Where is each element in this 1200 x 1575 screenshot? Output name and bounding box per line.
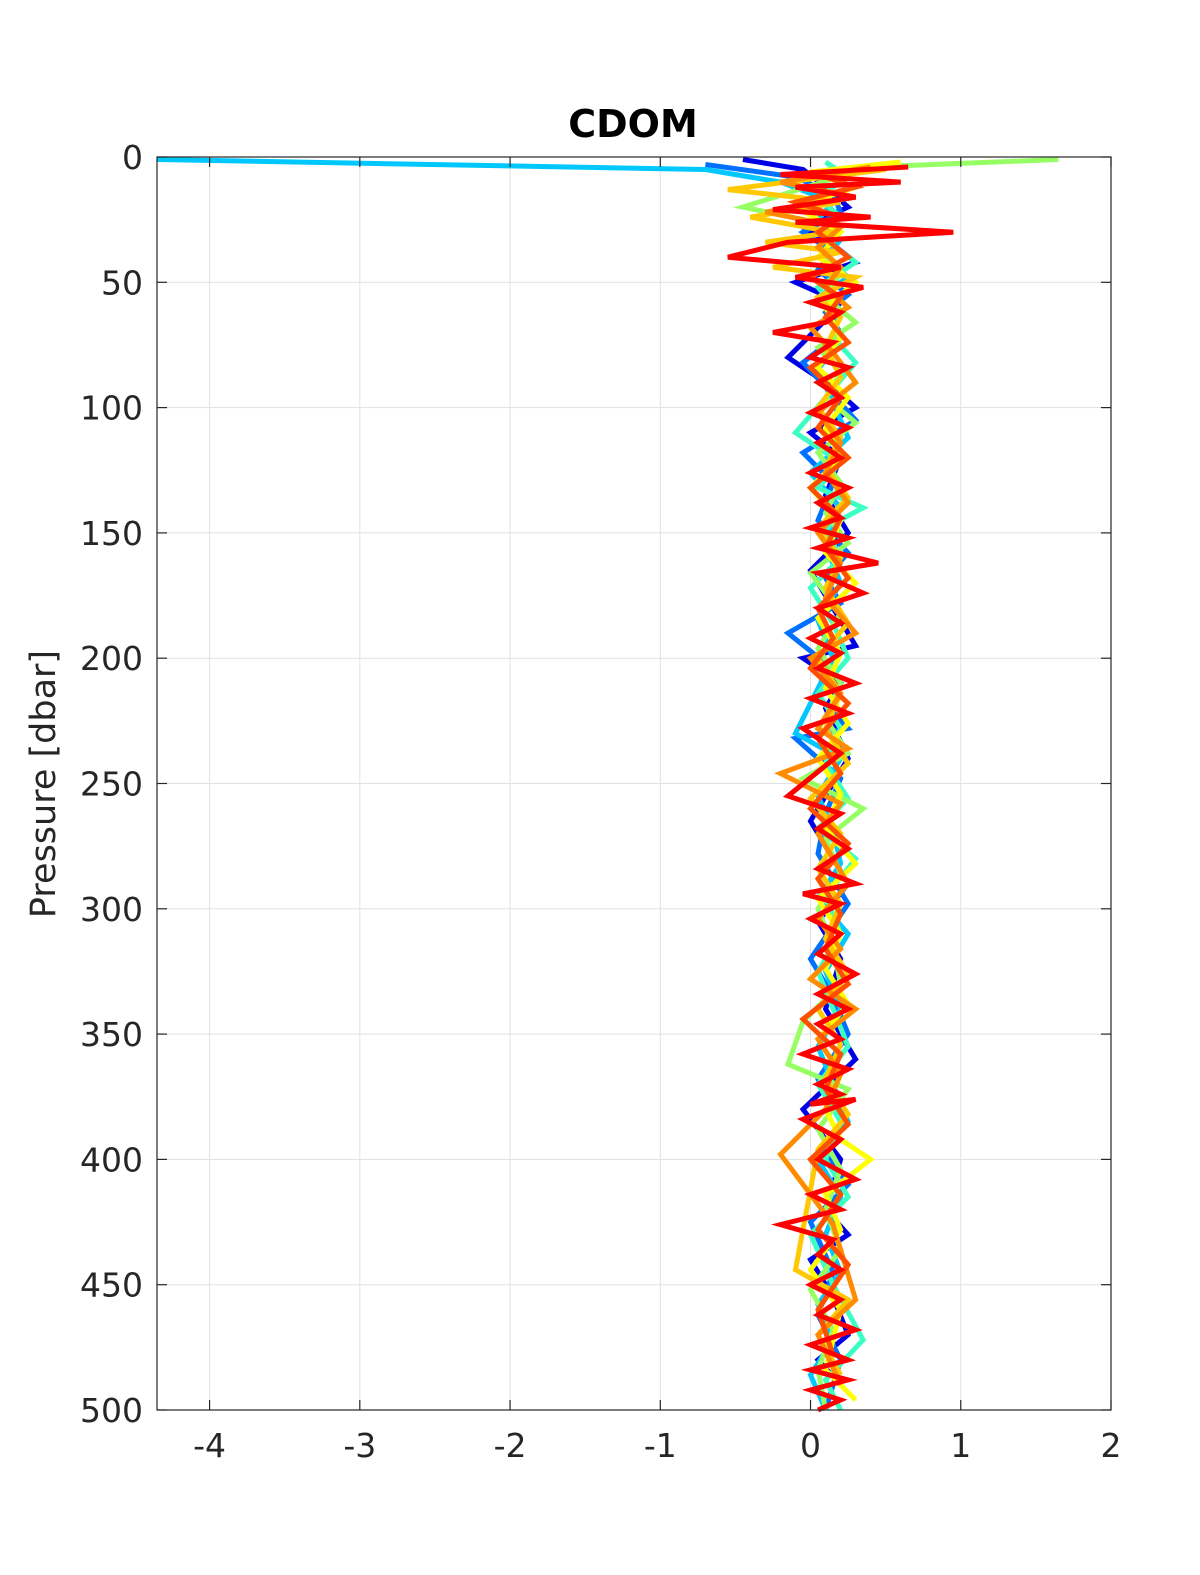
y-tick-label: 200 <box>80 639 143 678</box>
profile-line-8 <box>765 164 872 1386</box>
y-tick-label: 100 <box>80 389 143 428</box>
x-tick-label: 2 <box>1101 1426 1122 1465</box>
y-tick-label: 500 <box>80 1391 143 1430</box>
y-tick-label: 250 <box>80 765 143 804</box>
y-tick-label: 50 <box>101 263 143 302</box>
y-axis-label: Pressure [dbar] <box>24 650 64 918</box>
y-axis: 0 50 100 150 200 250 300 350 400 450 500 <box>80 138 1111 1430</box>
chart-title: CDOM <box>568 102 698 146</box>
x-tick-label: -4 <box>193 1426 226 1465</box>
x-axis: -4 -3 -2 -1 0 1 2 <box>193 157 1122 1465</box>
y-tick-label: 150 <box>80 514 143 553</box>
x-tick-label: -1 <box>644 1426 677 1465</box>
profile-line-10 <box>727 164 954 1413</box>
x-tick-label: 0 <box>800 1426 821 1465</box>
y-tick-label: 300 <box>80 890 143 929</box>
y-tick-label: 400 <box>80 1140 143 1179</box>
y-tick-label: 0 <box>122 138 143 177</box>
y-tick-label: 350 <box>80 1015 143 1054</box>
data-series <box>156 157 1059 1413</box>
x-tick-label: -3 <box>343 1426 376 1465</box>
x-tick-label: 1 <box>950 1426 971 1465</box>
x-tick-label: -2 <box>494 1426 527 1465</box>
y-tick-label: 450 <box>80 1266 143 1305</box>
